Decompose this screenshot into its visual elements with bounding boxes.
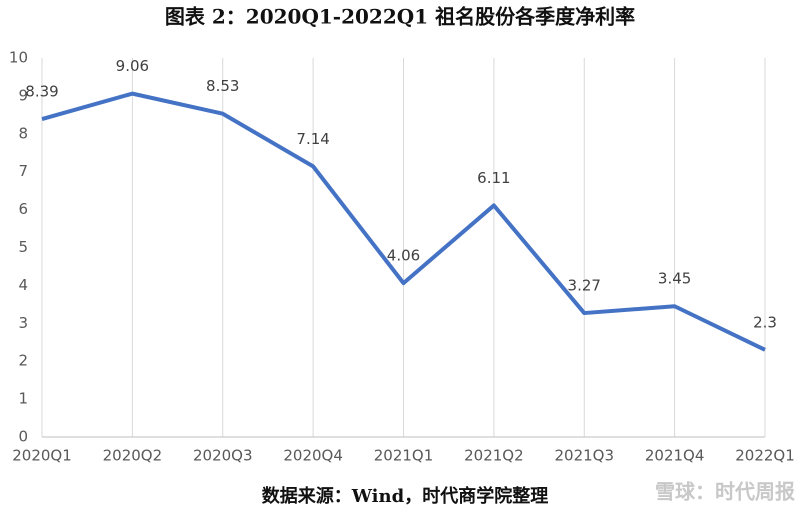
- y-tick-label: 9: [18, 86, 28, 104]
- data-label: 8.53: [206, 77, 239, 95]
- y-tick-label: 7: [18, 162, 28, 180]
- data-label: 8.39: [25, 83, 58, 101]
- y-tick-label: 2: [18, 352, 28, 370]
- x-tick-label: 2021Q3: [554, 447, 614, 465]
- y-tick-label: 10: [9, 49, 28, 67]
- chart-title: 图表 2：2020Q1-2022Q1 祖名股份各季度净利率: [165, 5, 635, 29]
- x-tick-label: 2020Q3: [193, 447, 253, 465]
- data-label: 3.45: [658, 270, 691, 288]
- data-label: 3.27: [568, 277, 601, 295]
- data-label: 4.06: [387, 247, 420, 265]
- x-tick-label: 2020Q1: [12, 447, 72, 465]
- watermark: 雪球：时代周报: [655, 480, 795, 504]
- data-label: 6.11: [477, 169, 510, 187]
- data-label: 2.3: [753, 313, 777, 331]
- x-tick-label: 2021Q4: [645, 447, 705, 465]
- line: [41, 91, 766, 352]
- data-label: 7.14: [296, 130, 329, 148]
- x-tick-label: 2020Q2: [103, 447, 163, 465]
- y-tick-label: 1: [18, 390, 28, 408]
- x-tick-label: 2021Q1: [374, 447, 434, 465]
- y-tick-label: 6: [18, 200, 28, 218]
- y-tick-label: 4: [18, 276, 28, 294]
- x-tick-label: 2022Q1: [735, 447, 795, 465]
- y-tick-label: 5: [18, 238, 28, 256]
- y-tick-label: 3: [18, 314, 28, 332]
- x-tick-label: 2021Q2: [464, 447, 524, 465]
- y-tick-label: 8: [18, 124, 28, 142]
- x-tick-label: 2020Q4: [283, 447, 343, 465]
- y-tick-label: 0: [18, 428, 28, 446]
- source-note: 数据来源：Wind，时代商学院整理: [262, 485, 548, 507]
- data-label: 9.06: [116, 57, 149, 75]
